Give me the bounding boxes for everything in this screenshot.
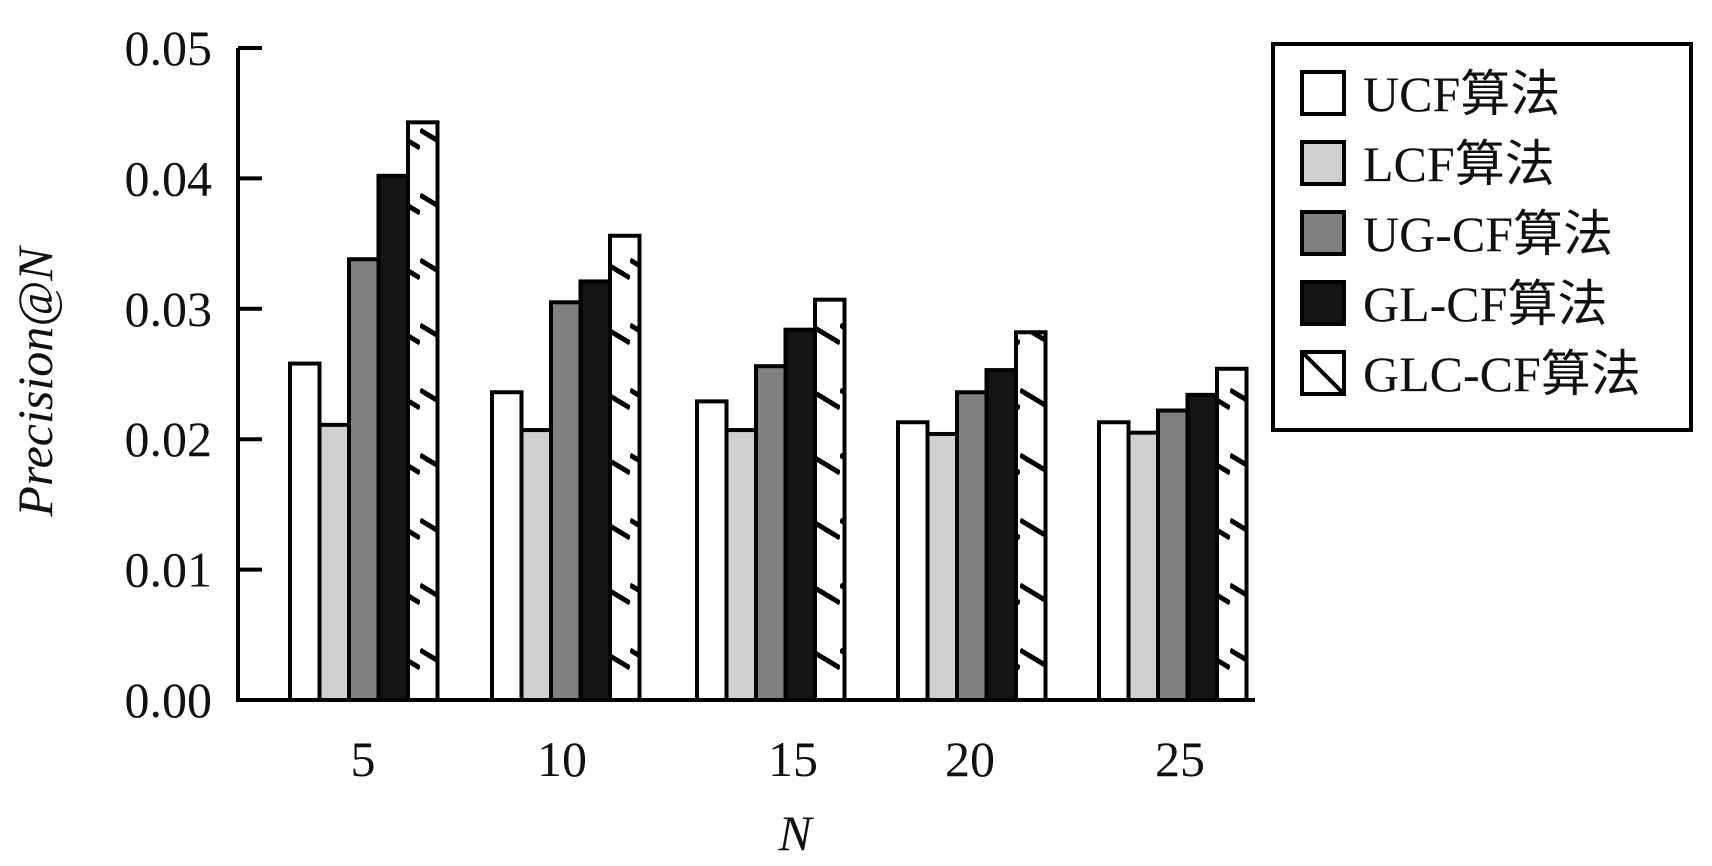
legend-label: GL-CF算法 bbox=[1363, 276, 1607, 332]
legend-swatch bbox=[1300, 70, 1346, 116]
legend: UCF算法 LCF算法 UG-CF算法 GL-CF算法 GLC-CF算法 bbox=[1271, 42, 1693, 432]
bar-LCF算法-10 bbox=[519, 428, 553, 702]
y-tick-label: 0.00 bbox=[125, 672, 213, 728]
legend-swatch bbox=[1300, 280, 1346, 326]
bar-GLC-CF算法-10 bbox=[608, 233, 642, 702]
bar-UCF算法-15 bbox=[695, 399, 729, 702]
legend-swatch bbox=[1300, 210, 1346, 256]
axes: 0.00 0.01 0.02 0.03 0.04 0.05 5 10 15 20 25 bbox=[125, 20, 1255, 787]
bar-UCF算法-25 bbox=[1097, 420, 1131, 702]
bar-GLC-CF算法-5 bbox=[406, 120, 440, 702]
bar-UG-CF算法-10 bbox=[549, 300, 583, 702]
bar-UCF算法-5 bbox=[288, 361, 322, 702]
bar-UCF算法-20 bbox=[896, 420, 930, 702]
x-tick-label: 15 bbox=[768, 731, 818, 787]
x-tick-label: 5 bbox=[351, 731, 376, 787]
y-tick-label: 0.03 bbox=[125, 281, 213, 337]
legend-label: LCF算法 bbox=[1363, 136, 1555, 192]
y-tick-label: 0.05 bbox=[125, 20, 213, 76]
x-tick-label: 10 bbox=[537, 731, 587, 787]
legend-swatch bbox=[1300, 140, 1346, 186]
legend-label: GLC-CF算法 bbox=[1363, 346, 1641, 402]
y-tick-label: 0.02 bbox=[125, 411, 213, 467]
bar-LCF算法-5 bbox=[317, 422, 351, 702]
bar-GL-CF算法-25 bbox=[1185, 392, 1219, 702]
bar-LCF算法-15 bbox=[724, 428, 758, 702]
y-tick-label: 0.01 bbox=[125, 542, 213, 598]
bar-UCF算法-10 bbox=[490, 390, 524, 702]
bar-LCF算法-25 bbox=[1126, 430, 1160, 702]
y-tick-label: 0.04 bbox=[125, 150, 213, 206]
bars-layer bbox=[288, 120, 1249, 703]
bar-GLC-CF算法-25 bbox=[1215, 366, 1249, 702]
bar-GLC-CF算法-20 bbox=[1014, 330, 1048, 702]
bar-GL-CF算法-15 bbox=[783, 327, 817, 702]
x-axis-label: N bbox=[777, 805, 814, 861]
legend-hatch-mark bbox=[1300, 350, 1346, 396]
bar-GLC-CF算法-15 bbox=[813, 297, 847, 702]
legend-label: UCF算法 bbox=[1363, 66, 1560, 122]
bar-GL-CF算法-10 bbox=[578, 279, 612, 702]
y-axis-label: Precision@N bbox=[7, 245, 63, 518]
bar-GL-CF算法-20 bbox=[984, 368, 1018, 702]
bar-LCF算法-20 bbox=[925, 431, 959, 702]
legend-label: UG-CF算法 bbox=[1363, 206, 1613, 262]
bar-UG-CF算法-25 bbox=[1156, 408, 1190, 702]
bar-UG-CF算法-20 bbox=[955, 390, 989, 702]
bar-UG-CF算法-5 bbox=[347, 257, 381, 702]
bar-GL-CF算法-5 bbox=[376, 173, 410, 703]
x-tick-label: 20 bbox=[945, 731, 995, 787]
x-tick-label: 25 bbox=[1155, 731, 1205, 787]
bar-UG-CF算法-15 bbox=[754, 364, 788, 702]
